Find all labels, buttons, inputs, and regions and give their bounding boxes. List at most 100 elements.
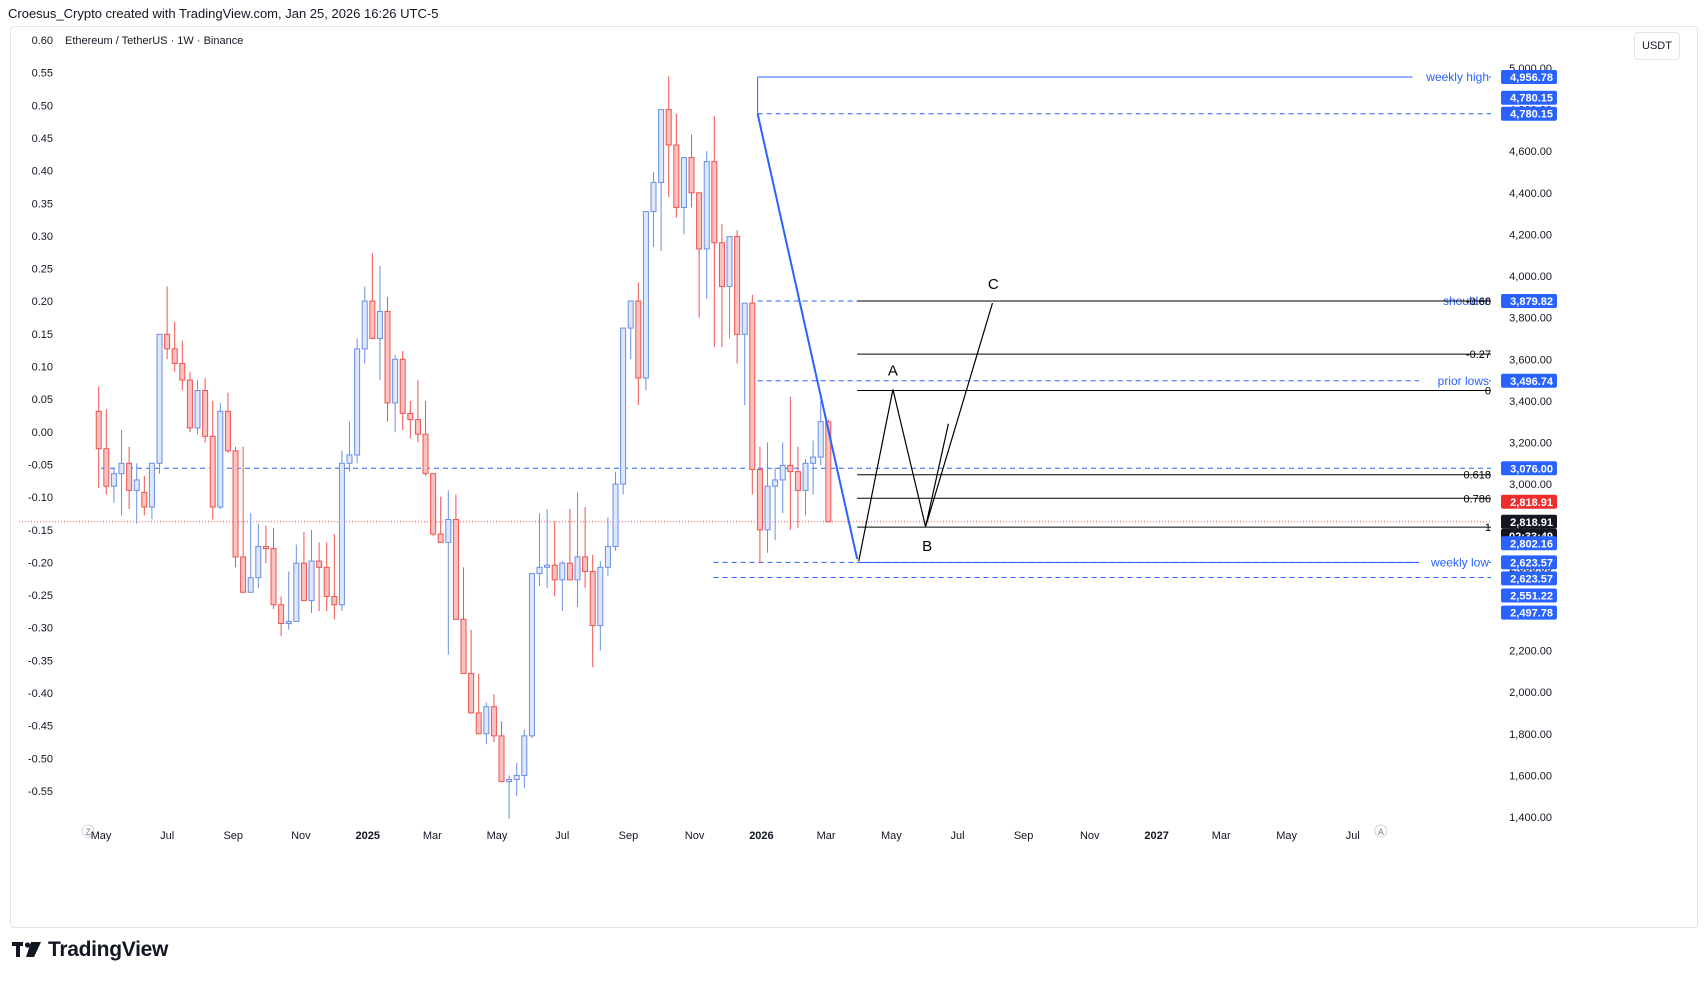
candle-body — [718, 242, 725, 287]
time-axis-tick-label: Sep — [223, 830, 243, 842]
currency-unit-button[interactable]: USDT — [1634, 32, 1680, 60]
candle-body — [376, 310, 383, 339]
left-axis-tick-label: -0.45 — [28, 721, 53, 733]
left-axis-tick-label: 0.55 — [32, 68, 53, 80]
fib-level-label: 0.618 — [1463, 470, 1491, 482]
candle-body — [240, 556, 247, 593]
level-label-bg — [1419, 372, 1489, 388]
price-axis-tick-label: 3,800.00 — [1509, 313, 1552, 325]
left-axis-tick-label: -0.05 — [28, 459, 53, 471]
candle-body — [574, 556, 581, 581]
abc-projection-path — [858, 302, 994, 562]
candle-body — [544, 564, 551, 568]
candle-body — [103, 448, 110, 487]
left-axis-tick-label: -0.35 — [28, 655, 53, 667]
time-axis-tick-label: Mar — [1212, 830, 1231, 842]
time-axis-tick-label: Nov — [291, 830, 311, 842]
price-badge-label: 2,818.91 — [1510, 497, 1553, 509]
candle-body — [126, 462, 133, 491]
candle-body — [437, 533, 444, 543]
price-badge — [1501, 555, 1557, 570]
candle-body — [559, 562, 566, 581]
candle-body — [673, 144, 680, 208]
left-axis-tick-label: 0.00 — [32, 427, 53, 439]
candle-body — [483, 706, 490, 735]
price-axis-tick-label: 2,200.00 — [1509, 646, 1552, 658]
candle-body — [194, 389, 201, 429]
candle-body — [521, 735, 528, 776]
candle-body — [506, 779, 513, 783]
candle-body — [308, 560, 315, 602]
price-badge-label: 4,780.15 — [1510, 93, 1553, 105]
candle-body — [217, 410, 224, 508]
price-badge-label: 3,076.00 — [1510, 463, 1553, 475]
candle-body — [627, 300, 634, 329]
time-axis-tick-label: Sep — [1014, 830, 1034, 842]
price-badge — [1501, 90, 1557, 105]
candle-body — [95, 410, 102, 450]
candle-body — [384, 310, 391, 404]
price-axis-tick-label: 1,400.00 — [1509, 812, 1552, 824]
time-axis-tick-label: May — [1276, 830, 1297, 842]
candle-body — [278, 604, 285, 625]
price-badge-label: 2,802.16 — [1510, 538, 1553, 550]
time-axis-tick-label: Nov — [685, 830, 705, 842]
candle-body — [392, 358, 399, 404]
level-label-bg — [1419, 554, 1489, 570]
price-badge — [1501, 514, 1557, 529]
time-axis-tick-label: Mar — [423, 830, 442, 842]
symbol-title: Ethereum / TetherUS · 1W · Binance — [65, 35, 243, 47]
candle-body — [148, 462, 155, 508]
wave-label: C — [988, 276, 999, 293]
candle-body — [460, 618, 467, 674]
left-axis-tick-label: 0.30 — [32, 231, 53, 243]
tradingview-logo[interactable]: TradingView — [12, 938, 168, 962]
left-axis-tick-label: -0.10 — [28, 492, 53, 504]
tradingview-wordmark: TradingView — [48, 938, 169, 961]
price-badge-label: 4,780.15 — [1510, 109, 1553, 121]
candle-body — [658, 109, 665, 183]
price-axis-tick-label: 4,600.00 — [1509, 146, 1552, 158]
candle-body — [179, 362, 186, 381]
level-label: weekly low — [1430, 556, 1489, 570]
price-axis-tick-label: 3,400.00 — [1509, 396, 1552, 408]
candle-body — [688, 156, 695, 194]
candle-body — [794, 471, 801, 491]
candle-body — [445, 518, 452, 543]
fib-level-label: 1 — [1485, 522, 1491, 534]
candle-body — [361, 300, 368, 350]
price-chart[interactable]: 0.60 0.55 0.50 0.45 0.40 0.35 0.30 0.25 0.20 0.15… — [11, 27, 1697, 927]
axis-corner-label: Z — [85, 827, 91, 837]
candle-body — [452, 518, 459, 620]
left-axis-tick-label: 0.15 — [32, 329, 53, 341]
time-axis-tick-label: 2026 — [749, 830, 773, 842]
candle-body — [323, 566, 330, 597]
time-axis-tick-label: May — [881, 830, 902, 842]
time-axis-tick-label: Jul — [950, 830, 964, 842]
time-axis-tick-label: Jul — [160, 830, 174, 842]
candle-body — [513, 774, 520, 781]
candle-body — [110, 473, 117, 487]
tradingview-logo-icon — [12, 942, 41, 957]
price-axis-tick-label: 3,600.00 — [1509, 354, 1552, 366]
candle-body — [255, 546, 262, 579]
candle-body — [490, 706, 497, 737]
candle-body — [764, 485, 771, 531]
time-axis-tick-label: May — [487, 830, 508, 842]
candle-body — [680, 156, 687, 208]
price-badge — [1501, 106, 1557, 121]
price-axis-tick-label: 4,400.00 — [1509, 188, 1552, 200]
candle-body — [247, 577, 254, 593]
price-badge — [1501, 461, 1557, 476]
price-badge-label: 2,818.91 — [1510, 517, 1553, 529]
price-badge — [1501, 605, 1557, 620]
candle-body — [224, 410, 231, 452]
fib-level-label: -0.27 — [1466, 349, 1491, 361]
price-axis-tick-label: 1,600.00 — [1509, 770, 1552, 782]
candle-body — [232, 450, 239, 558]
candle-body — [414, 419, 421, 435]
price-badge-label: 3,879.82 — [1510, 296, 1553, 308]
candle-body — [422, 433, 429, 475]
candle-body — [430, 473, 437, 535]
wave-label: A — [888, 362, 898, 379]
